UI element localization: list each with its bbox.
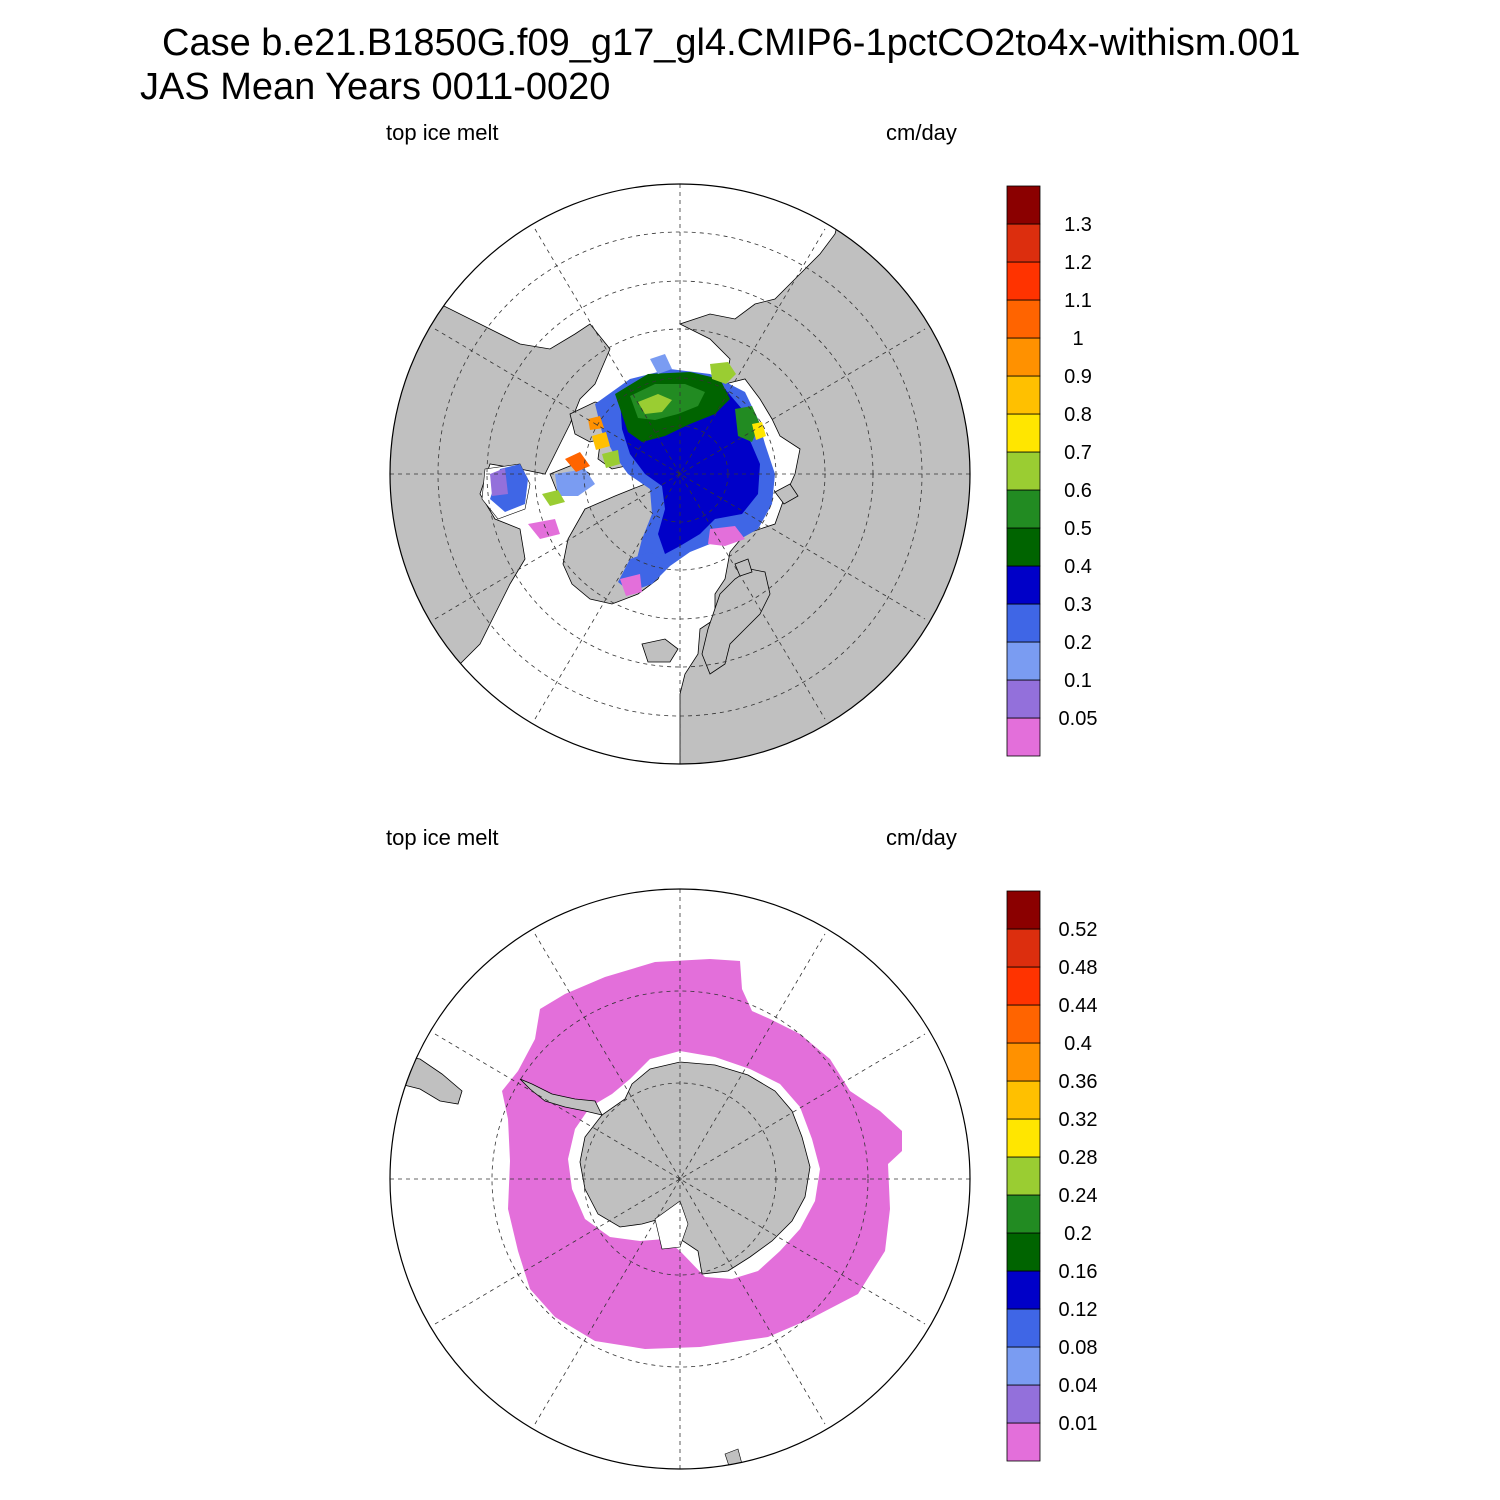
colorbar-box xyxy=(1006,223,1041,263)
arctic-variable-label: top ice melt xyxy=(386,120,499,145)
colorbar-box xyxy=(1006,451,1041,491)
colorbar-tick-label: 0.08 xyxy=(1059,1337,1098,1359)
arctic-graticule xyxy=(390,184,970,764)
colorbar-box xyxy=(1006,185,1041,225)
antarctic-polar-map xyxy=(389,888,971,1470)
arctic-map-border xyxy=(389,183,971,765)
colorbar-tick-label: 0.16 xyxy=(1059,1261,1098,1283)
colorbar-box xyxy=(1006,413,1041,453)
colorbar-box xyxy=(1006,679,1041,719)
antarctic-peninsula xyxy=(519,1078,603,1116)
colorbar-tick-label: 0.3 xyxy=(1064,594,1092,616)
colorbar-tick-label: 0.5 xyxy=(1064,518,1092,540)
colorbar-box xyxy=(1006,1308,1041,1348)
colorbar-tick-label: 0.1 xyxy=(1064,670,1092,692)
figure-title-period: JAS Mean Years 0011-0020 xyxy=(140,66,611,108)
antarctic-map-border xyxy=(389,888,971,1470)
colorbar-box xyxy=(1006,1080,1041,1120)
colorbar-box xyxy=(1006,299,1041,339)
colorbar-tick-label: 0.4 xyxy=(1064,1033,1092,1055)
colorbar-tick-label: 0.48 xyxy=(1059,957,1098,979)
arctic-colorbar: 0.05 0.1 0.2 0.3 0.4 0.5 0.6 0.7 0.8 0.9 1 1.1 1.2 1.… xyxy=(1006,185,1098,757)
arctic-colorbar-labels: 0.05 0.1 0.2 0.3 0.4 0.5 0.6 0.7 0.8 0.9 1 1.1 1.2 1.… xyxy=(1059,214,1098,730)
colorbar-tick-label: 1.3 xyxy=(1064,214,1092,236)
antarctic-colorbar: 0.01 0.04 0.08 0.12 0.16 0.2 0.24 0.28 0.32 0.36 0… xyxy=(1006,890,1098,1462)
colorbar-tick-label: 0.52 xyxy=(1059,919,1098,941)
colorbar-box xyxy=(1006,717,1041,757)
colorbar-tick-label: 0.36 xyxy=(1059,1071,1098,1093)
colorbar-box xyxy=(1006,1004,1041,1044)
colorbar-tick-label: 0.2 xyxy=(1064,632,1092,654)
colorbar-box xyxy=(1006,1118,1041,1158)
colorbar-tick-label: 1.1 xyxy=(1064,290,1092,312)
colorbar-tick-label: 0.24 xyxy=(1059,1185,1098,1207)
colorbar-tick-label: 0.4 xyxy=(1064,556,1092,578)
colorbar-box xyxy=(1006,1384,1041,1424)
antarctic-variable-label: top ice melt xyxy=(386,825,499,850)
colorbar-box xyxy=(1006,1232,1041,1272)
colorbar-box xyxy=(1006,1156,1041,1196)
colorbar-box xyxy=(1006,1422,1041,1462)
colorbar-tick-label: 0.44 xyxy=(1059,995,1098,1017)
colorbar-box xyxy=(1006,603,1041,643)
colorbar-box xyxy=(1006,527,1041,567)
colorbar-box xyxy=(1006,890,1041,930)
colorbar-box xyxy=(1006,375,1041,415)
colorbar-tick-label: 0.6 xyxy=(1064,480,1092,502)
colorbar-box xyxy=(1006,1346,1041,1386)
colorbar-tick-label: 0.8 xyxy=(1064,404,1092,426)
colorbar-tick-label: 1.2 xyxy=(1064,252,1092,274)
colorbar-box xyxy=(1006,1194,1041,1234)
colorbar-tick-label: 0.12 xyxy=(1059,1299,1098,1321)
arctic-polar-map xyxy=(389,183,971,765)
colorbar-box xyxy=(1006,1042,1041,1082)
colorbar-tick-label: 0.04 xyxy=(1059,1375,1098,1397)
colorbar-tick-label: 0.05 xyxy=(1059,708,1098,730)
colorbar-tick-label: 0.9 xyxy=(1064,366,1092,388)
figure-title-case: Case b.e21.B1850G.f09_g17_gl4.CMIP6-1pct… xyxy=(162,22,1301,64)
arctic-units-label: cm/day xyxy=(886,120,957,145)
antarctic-colorbar-boxes xyxy=(1006,890,1041,1462)
colorbar-tick-label: 1 xyxy=(1072,328,1083,350)
colorbar-tick-label: 0.28 xyxy=(1059,1147,1098,1169)
antarctic-graticule xyxy=(390,889,970,1469)
antarctica-landmass xyxy=(579,1061,811,1275)
colorbar-box xyxy=(1006,337,1041,377)
antarctic-units-label: cm/day xyxy=(886,825,957,850)
antarctic-colorbar-labels: 0.01 0.04 0.08 0.12 0.16 0.2 0.24 0.28 0.32 0.36 0… xyxy=(1059,919,1098,1435)
colorbar-box xyxy=(1006,641,1041,681)
iceland-landmass xyxy=(641,638,679,663)
colorbar-tick-label: 0.32 xyxy=(1059,1109,1098,1131)
colorbar-box xyxy=(1006,966,1041,1006)
colorbar-tick-label: 0.2 xyxy=(1064,1223,1092,1245)
colorbar-tick-label: 0.01 xyxy=(1059,1413,1098,1435)
arctic-colorbar-boxes xyxy=(1006,185,1041,757)
colorbar-box xyxy=(1006,1270,1041,1310)
colorbar-box xyxy=(1006,489,1041,529)
colorbar-box xyxy=(1006,565,1041,605)
colorbar-tick-label: 0.7 xyxy=(1064,442,1092,464)
arctic-ice-melt-field xyxy=(490,354,775,596)
colorbar-box xyxy=(1006,261,1041,301)
colorbar-box xyxy=(1006,928,1041,968)
